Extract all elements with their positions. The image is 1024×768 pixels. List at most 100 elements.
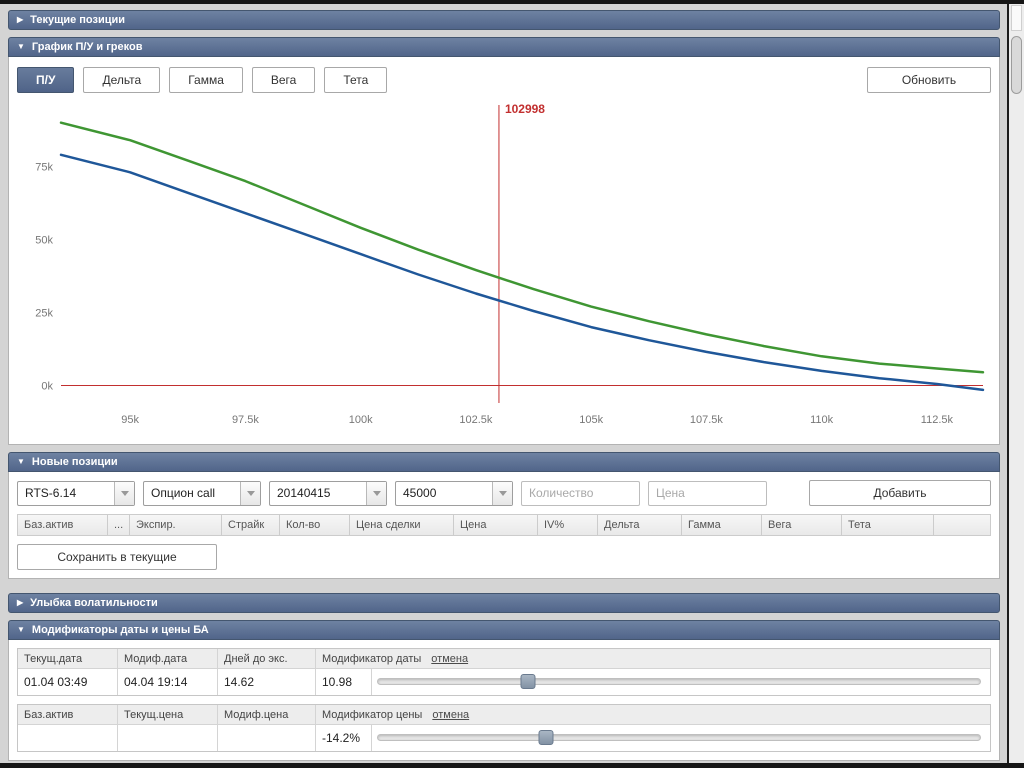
price-input[interactable]	[648, 480, 767, 506]
svg-text:50k: 50k	[35, 234, 53, 246]
price-modifier-slider[interactable]	[374, 725, 988, 751]
panel-chart-header[interactable]: ▼ График П/У и греков	[8, 37, 1000, 57]
cancel-date-modifier-link[interactable]: отмена	[431, 652, 469, 665]
chart-tabs-row: П/У Дельта Гамма Вега Тета Обновить	[17, 67, 991, 93]
slider-track[interactable]	[377, 734, 981, 741]
panel-new-positions-header[interactable]: ▼ Новые позиции	[8, 452, 1000, 472]
panel-chart: ▼ График П/У и греков П/У Дельта Гамма В…	[8, 37, 1000, 445]
app-content: ▶ Текущие позиции ▼ График П/У и греков …	[8, 10, 1000, 761]
svg-text:112.5k: 112.5k	[921, 414, 954, 426]
column-header: ...	[108, 515, 130, 535]
panel-title: Модификаторы даты и цены БА	[31, 624, 209, 636]
modified-price-cell	[218, 725, 316, 751]
expand-arrow-icon: ▶	[17, 15, 24, 24]
chevron-down-icon	[366, 481, 386, 505]
column-header: Гамма	[682, 515, 762, 535]
price-modifier-header: Модификатор цены отмена	[316, 705, 990, 725]
column-header: Текущ.цена	[118, 705, 218, 725]
scrollbar-thumb[interactable]	[1011, 36, 1022, 94]
current-date-cell: 01.04 03:49	[18, 669, 118, 695]
select-value: RTS-6.14	[25, 486, 77, 500]
base-asset-cell	[18, 725, 118, 751]
scrollbar-top-area[interactable]	[1011, 5, 1022, 31]
chevron-down-icon	[492, 481, 512, 505]
price-modifier-value: -14.2%	[316, 725, 372, 751]
slider-track[interactable]	[377, 678, 981, 685]
slider-handle[interactable]	[538, 730, 554, 745]
collapse-arrow-icon: ▼	[17, 625, 25, 634]
strike-select[interactable]: 45000	[395, 480, 513, 506]
column-header: Цена сделки	[350, 515, 454, 535]
quantity-input[interactable]	[521, 480, 640, 506]
svg-text:25k: 25k	[35, 307, 53, 319]
svg-text:102998: 102998	[505, 102, 545, 116]
panel-title: Улыбка волатильности	[30, 597, 158, 609]
date-modifier-value: 10.98	[316, 669, 372, 695]
expiry-select[interactable]: 20140415	[269, 480, 387, 506]
column-header: Экспир.	[130, 515, 222, 535]
modifiers-body: Текущ.дата Модиф.дата Дней до экс. Модиф…	[8, 640, 1000, 761]
select-value: 45000	[403, 486, 437, 500]
new-position-controls: RTS-6.14 Опцион call 20140415 45000 Д	[17, 480, 991, 506]
column-header: Баз.актив	[18, 705, 118, 725]
column-header: IV%	[538, 515, 598, 535]
slider-handle[interactable]	[520, 674, 535, 689]
add-position-button[interactable]: Добавить	[809, 480, 991, 506]
svg-text:0k: 0k	[41, 380, 53, 392]
panel-volatility-smile-header[interactable]: ▶ Улыбка волатильности	[8, 593, 1000, 613]
vertical-scrollbar[interactable]	[1007, 0, 1024, 768]
instrument-select[interactable]: RTS-6.14	[17, 480, 135, 506]
column-header: Модиф.дата	[118, 649, 218, 669]
panel-modifiers-header[interactable]: ▼ Модификаторы даты и цены БА	[8, 620, 1000, 640]
panel-current-positions-header[interactable]: ▶ Текущие позиции	[8, 10, 1000, 30]
save-to-current-button[interactable]: Сохранить в текущие	[17, 544, 217, 570]
price-slider-cell	[372, 725, 990, 751]
panel-modifiers: ▼ Модификаторы даты и цены БА Текущ.дата…	[8, 620, 1000, 761]
panel-title: График П/У и греков	[31, 41, 143, 53]
chevron-down-icon	[114, 481, 134, 505]
column-header-filler	[934, 515, 990, 535]
cancel-price-modifier-link[interactable]: отмена	[432, 708, 470, 721]
price-modifier-table: Баз.актив Текущ.цена Модиф.цена Модифика…	[17, 704, 991, 752]
option-type-select[interactable]: Опцион call	[143, 480, 261, 506]
date-modifier-table: Текущ.дата Модиф.дата Дней до экс. Модиф…	[17, 648, 991, 696]
svg-text:97.5k: 97.5k	[232, 414, 259, 426]
modified-date-cell: 04.04 19:14	[118, 669, 218, 695]
svg-text:110k: 110k	[810, 414, 834, 426]
panel-new-positions: ▼ Новые позиции RTS-6.14 Опцион call 201…	[8, 452, 1000, 579]
svg-text:105k: 105k	[579, 414, 603, 426]
column-header: Баз.актив	[18, 515, 108, 535]
column-header: Дней до экс.	[218, 649, 316, 669]
chevron-down-icon	[240, 481, 260, 505]
column-header: Модиф.цена	[218, 705, 316, 725]
select-value: 20140415	[277, 486, 331, 500]
chart-panel-body: П/У Дельта Гамма Вега Тета Обновить 1029…	[8, 57, 1000, 445]
tab-delta[interactable]: Дельта	[83, 67, 161, 93]
column-header: Кол-во	[280, 515, 350, 535]
collapse-arrow-icon: ▼	[17, 42, 25, 51]
pl-greeks-chart[interactable]: 102998 95k 97.5k 100k 102.5k 105k 107.5k 110k 11…	[17, 99, 993, 431]
column-header: Модификатор цены	[322, 708, 423, 721]
svg-text:75k: 75k	[35, 161, 53, 173]
date-modifier-slider[interactable]	[374, 669, 988, 695]
tab-pl[interactable]: П/У	[17, 67, 75, 93]
tab-theta[interactable]: Тета	[324, 67, 388, 93]
date-modifier-header: Модификатор даты отмена	[316, 649, 990, 669]
date-slider-cell	[372, 669, 990, 695]
panel-title: Новые позиции	[31, 456, 118, 468]
column-header: Модификатор даты	[322, 652, 422, 665]
panel-title: Текущие позиции	[30, 14, 126, 26]
expand-arrow-icon: ▶	[17, 598, 24, 607]
new-positions-body: RTS-6.14 Опцион call 20140415 45000 Д	[8, 472, 1000, 579]
column-header: Текущ.дата	[18, 649, 118, 669]
column-header: Страйк	[222, 515, 280, 535]
column-header: Тета	[842, 515, 934, 535]
positions-table-header: Баз.актив ... Экспир. Страйк Кол-во Цена…	[17, 514, 991, 536]
svg-text:102.5k: 102.5k	[459, 414, 493, 426]
column-header: Цена	[454, 515, 538, 535]
refresh-button[interactable]: Обновить	[867, 67, 991, 93]
collapse-arrow-icon: ▼	[17, 457, 25, 466]
tab-vega[interactable]: Вега	[251, 67, 316, 93]
tab-gamma[interactable]: Гамма	[169, 67, 243, 93]
window-top-edge	[0, 0, 1024, 4]
